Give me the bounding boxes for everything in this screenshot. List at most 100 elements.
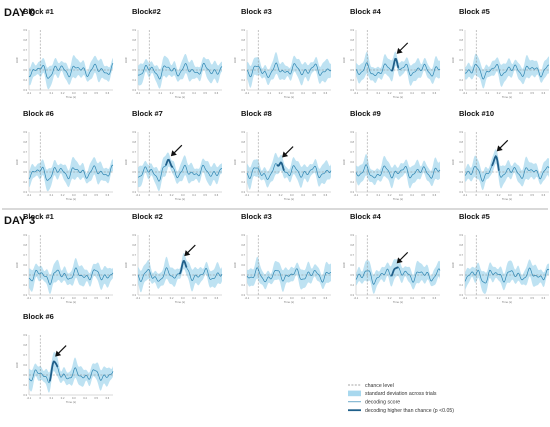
x-tick-label: 0.6: [324, 193, 328, 197]
x-axis-label: Time (s): [502, 300, 512, 304]
y-tick-label: 0.6: [459, 58, 463, 62]
y-tick-label: 0.7: [459, 253, 463, 257]
std-band: [356, 153, 440, 189]
y-tick-label: 0.4: [350, 283, 354, 287]
panel-day0-6: Block #6 0.3 0.4 0.5 0.6 0.7 0.8 0.9 -0.1 0 0.1 0.2…: [15, 109, 114, 201]
x-tick-label: 0: [366, 296, 368, 300]
legend-item-thin: decoding score: [348, 400, 400, 406]
x-tick-label: 0: [257, 296, 259, 300]
decoding-score-line: [355, 164, 441, 179]
x-tick-label: 0.3: [72, 296, 76, 300]
x-tick-label: -0.1: [136, 193, 141, 197]
x-tick-label: 0.5: [94, 193, 98, 197]
x-tick-label: -0.1: [463, 193, 468, 197]
y-tick-label: 0.5: [132, 273, 136, 277]
panel-day0-2: Block#2 0.3 0.4 0.5 0.6 0.7 0.8 0.9 -0.1 0 0.1 0.2 0…: [124, 7, 223, 99]
y-tick-label: 0.5: [241, 170, 245, 174]
y-tick-label: 0.7: [241, 253, 245, 257]
y-axis-label: AUC: [15, 159, 19, 165]
panel-title: Block #4: [350, 212, 382, 221]
y-tick-label: 0.9: [23, 233, 27, 237]
y-tick-label: 0.8: [350, 243, 354, 247]
x-tick-label: 0.1: [377, 296, 381, 300]
x-tick-label: 0.5: [94, 91, 98, 95]
x-tick-label: 0.4: [519, 91, 523, 95]
y-tick-label: 0.9: [350, 130, 354, 134]
y-tick-label: 0.5: [241, 273, 245, 277]
legend-item-band: standard deviation across trials: [348, 390, 437, 397]
std-band: [247, 152, 331, 190]
x-tick-label: 0.6: [106, 91, 110, 95]
decoding-score-line: [28, 63, 114, 79]
x-tick-label: 0: [148, 296, 150, 300]
arrow-icon: [170, 150, 177, 157]
y-tick-label: 0.4: [132, 180, 136, 184]
x-tick-label: 0.1: [268, 91, 272, 95]
x-tick-label: 0.5: [203, 91, 207, 95]
panel-title: Block #2: [132, 212, 163, 221]
y-tick-label: 0.7: [23, 353, 27, 357]
y-axis-label: AUC: [451, 57, 455, 63]
x-tick-label: 0: [148, 91, 150, 95]
y-tick-label: 0.6: [132, 58, 136, 62]
y-tick-label: 0.6: [350, 160, 354, 164]
y-tick-label: 0.4: [23, 180, 27, 184]
std-band: [465, 53, 549, 89]
y-tick-label: 0.8: [350, 38, 354, 42]
panel-title: Block #1: [23, 212, 54, 221]
x-axis-label: Time (s): [502, 95, 512, 99]
y-axis-label: AUC: [342, 57, 346, 63]
y-tick-label: 0.9: [241, 130, 245, 134]
y-tick-label: 0.4: [459, 283, 463, 287]
x-tick-label: -0.1: [354, 296, 359, 300]
day-3-label: DAY 3: [4, 215, 35, 227]
x-tick-label: 0.5: [530, 91, 534, 95]
x-tick-label: 0.3: [508, 296, 512, 300]
decoding-score-line: [28, 164, 114, 181]
y-tick-label: 0.8: [241, 38, 245, 42]
y-tick-label: 0.5: [23, 373, 27, 377]
y-tick-label: 0.4: [459, 78, 463, 82]
panel-title: Block #4: [350, 7, 382, 16]
std-band: [138, 53, 222, 89]
x-tick-label: 0: [366, 193, 368, 197]
legend-label: decoding higher than chance (p <0.05): [365, 408, 454, 414]
y-tick-label: 0.3: [241, 88, 245, 92]
x-tick-label: 0.4: [410, 193, 414, 197]
x-tick-label: 0.6: [433, 193, 437, 197]
x-tick-label: 0.4: [192, 296, 196, 300]
x-tick-label: 0.6: [215, 296, 219, 300]
arrow-icon: [184, 250, 191, 257]
y-tick-label: 0.6: [23, 363, 27, 367]
panel-day0-3: Block #3 0.3 0.4 0.5 0.6 0.7 0.8 0.9 -0.1 0 0.1 0.2…: [233, 7, 332, 99]
y-tick-label: 0.5: [132, 170, 136, 174]
y-axis-label: AUC: [233, 262, 237, 268]
x-tick-label: 0.4: [301, 193, 305, 197]
y-tick-label: 0.8: [459, 140, 463, 144]
y-tick-label: 0.7: [23, 48, 27, 52]
x-tick-label: 0.6: [542, 193, 546, 197]
x-axis-label: Time (s): [175, 197, 185, 201]
x-axis-label: Time (s): [66, 197, 76, 201]
x-tick-label: 0.4: [192, 91, 196, 95]
legend-swatch: [348, 390, 361, 397]
decoding-score-line: [464, 63, 550, 80]
y-tick-label: 0.3: [350, 190, 354, 194]
y-tick-label: 0.9: [350, 28, 354, 32]
x-tick-label: 0.1: [486, 91, 490, 95]
decoding-score-line: [246, 162, 332, 180]
y-tick-label: 0.8: [132, 243, 136, 247]
x-tick-label: 0.4: [519, 296, 523, 300]
y-tick-label: 0.6: [23, 58, 27, 62]
x-tick-label: -0.1: [27, 193, 32, 197]
y-tick-label: 0.3: [459, 88, 463, 92]
y-tick-label: 0.7: [132, 150, 136, 154]
y-tick-label: 0.6: [350, 263, 354, 267]
y-axis-label: AUC: [124, 57, 128, 63]
y-tick-label: 0.4: [132, 78, 136, 82]
x-tick-label: 0.6: [215, 91, 219, 95]
y-tick-label: 0.7: [241, 48, 245, 52]
std-band: [465, 259, 549, 294]
decoding-score-line: [137, 62, 223, 80]
